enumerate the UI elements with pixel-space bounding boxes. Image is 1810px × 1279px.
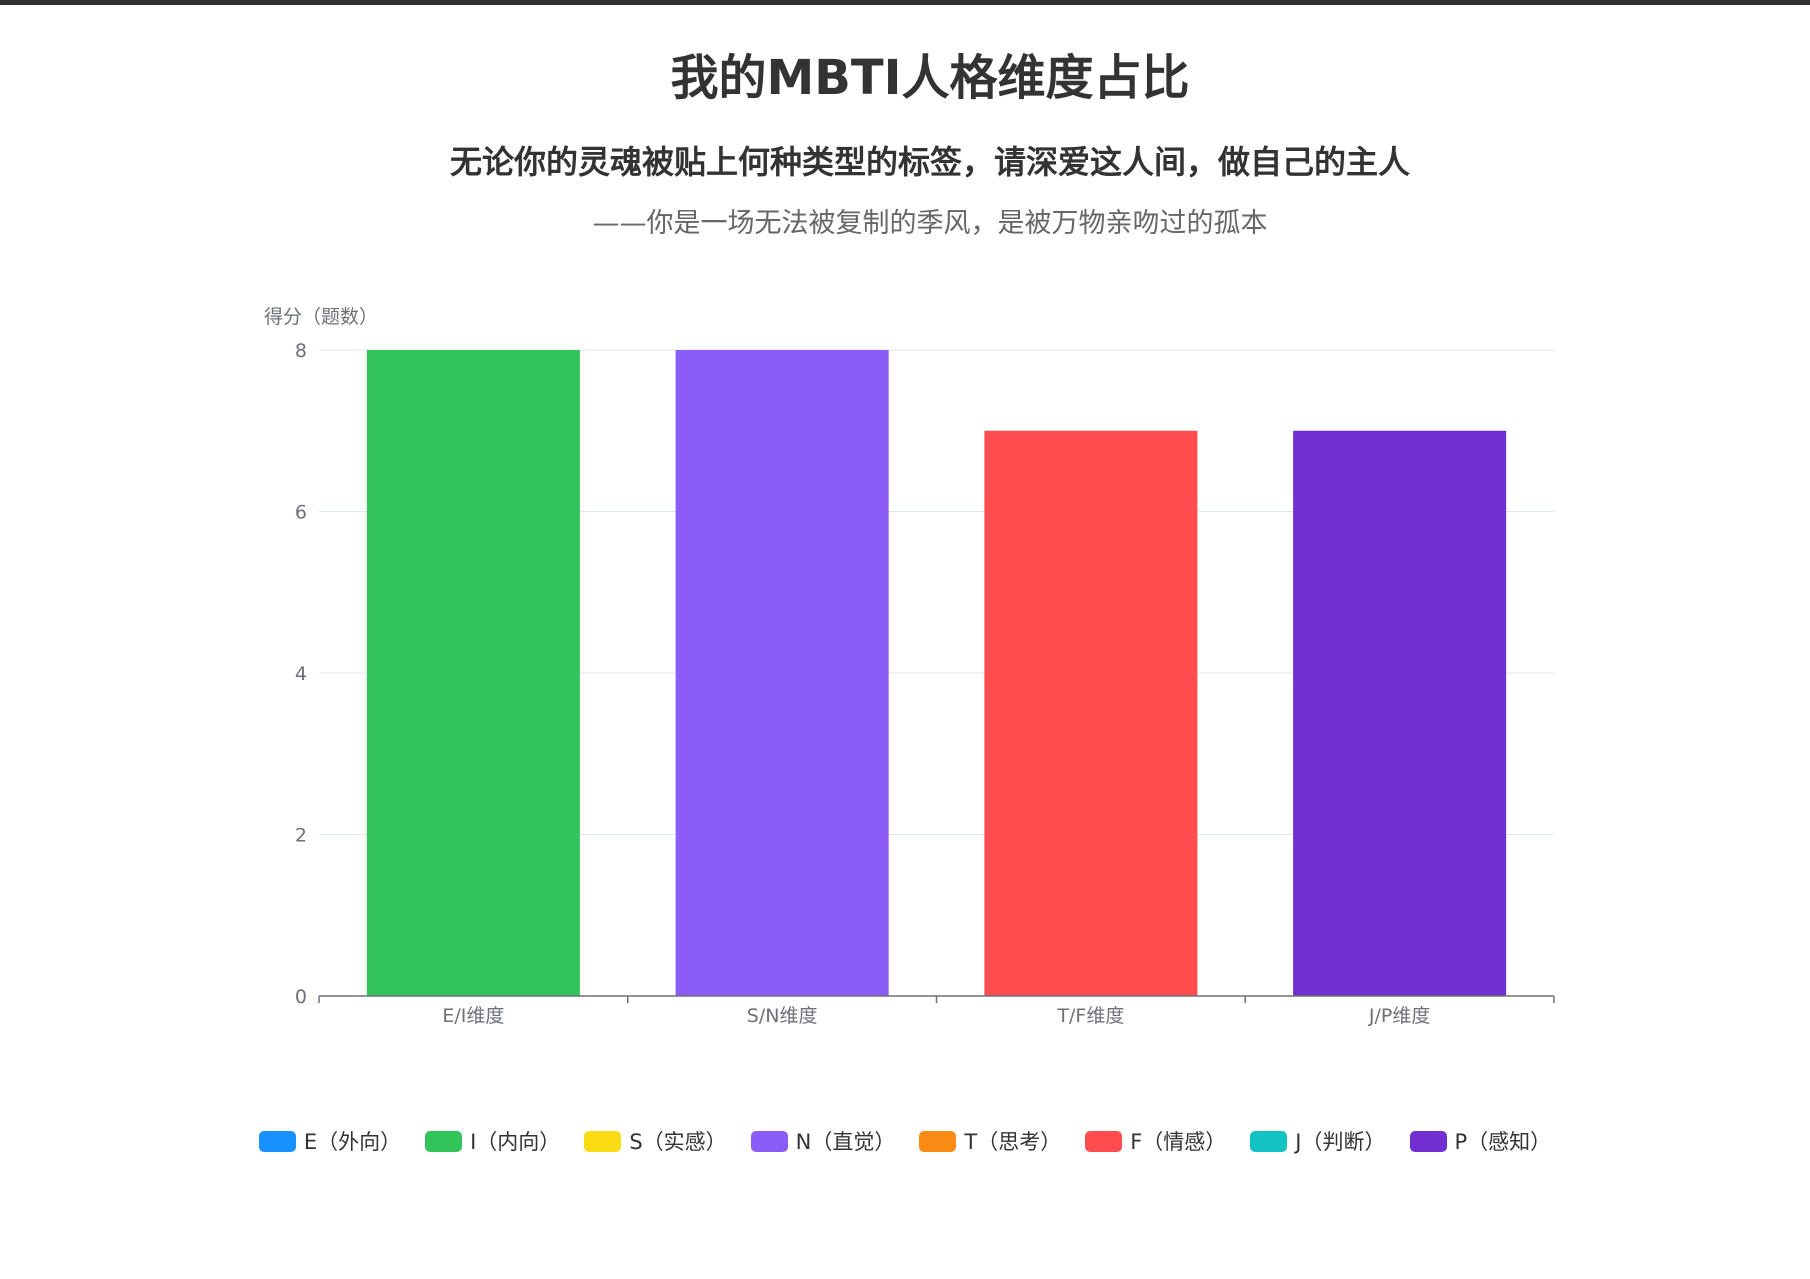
x-tick-label: S/N维度 — [747, 1005, 818, 1027]
legend-label: J（判断） — [1295, 1130, 1386, 1154]
legend-label: P（感知） — [1454, 1130, 1552, 1154]
bar[interactable] — [984, 430, 1198, 996]
page-quote: ——你是一场无法被复制的季风，是被万物亲吻过的孤本 — [592, 208, 1268, 239]
x-tick-label: T/F维度 — [1056, 1005, 1124, 1027]
chart-legend: E（外向） I（内向） S（实感） N（直觉） T（思考） F（情感） J（判断） P（感知） — [0, 1126, 1810, 1156]
legend-swatch — [1409, 1130, 1447, 1152]
legend-label: E（外向） — [303, 1130, 402, 1154]
legend-item[interactable]: P（感知） — [1409, 1126, 1552, 1156]
bar[interactable] — [1293, 430, 1507, 996]
legend-swatch — [1085, 1130, 1123, 1152]
legend-swatch — [750, 1130, 788, 1152]
x-tick-label: E/I维度 — [442, 1005, 504, 1027]
top-border — [0, 0, 1810, 5]
y-tick-label: 0 — [295, 986, 307, 1008]
legend-swatch — [425, 1130, 463, 1152]
y-tick-label: 6 — [295, 502, 307, 524]
y-tick-label: 8 — [295, 340, 307, 362]
legend-swatch — [258, 1130, 296, 1152]
legend-label: I（内向） — [470, 1130, 561, 1154]
x-tick-label: J/P维度 — [1368, 1005, 1430, 1027]
legend-swatch — [1250, 1130, 1288, 1152]
legend-label: T（思考） — [964, 1130, 1062, 1154]
y-tick-label: 4 — [295, 663, 307, 685]
legend-item[interactable]: J（判断） — [1250, 1126, 1386, 1156]
bar[interactable] — [675, 350, 889, 996]
legend-swatch — [584, 1130, 622, 1152]
y-axis: 0 2 4 6 8 — [295, 340, 307, 1008]
legend-item[interactable]: F（情感） — [1085, 1126, 1226, 1156]
legend-label: F（情感） — [1130, 1130, 1227, 1154]
legend-item[interactable]: E（外向） — [258, 1126, 402, 1156]
bar-chart: 得分（题数） E/I维度 S/N维度 T/F维度 J/P维度 0 2 4 6 8 — [264, 306, 1555, 1027]
y-axis-label: 得分（题数） — [264, 306, 378, 328]
legend-item[interactable]: S（实感） — [584, 1126, 727, 1156]
y-tick-label: 2 — [295, 825, 307, 847]
legend-item[interactable]: N（直觉） — [750, 1126, 896, 1156]
x-axis: E/I维度 S/N维度 T/F维度 J/P维度 — [318, 995, 1555, 1027]
legend-item[interactable]: T（思考） — [919, 1126, 1061, 1156]
bar-group — [366, 350, 1507, 996]
legend-label: N（直觉） — [795, 1130, 896, 1154]
legend-swatch — [919, 1130, 957, 1152]
page-title: 我的MBTI人格维度占比 — [670, 50, 1190, 106]
bar[interactable] — [366, 350, 580, 996]
page-subtitle: 无论你的灵魂被贴上何种类型的标签，请深爱这人间，做自己的主人 — [449, 143, 1410, 181]
legend-label: S（实感） — [629, 1130, 727, 1154]
legend-item[interactable]: I（内向） — [425, 1126, 560, 1156]
